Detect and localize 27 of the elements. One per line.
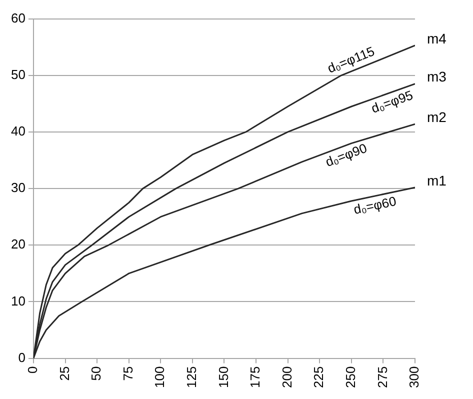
- x-tick-label: 50: [88, 366, 104, 381]
- series-label: m1: [427, 172, 447, 188]
- y-tick-label: 10: [10, 293, 26, 308]
- y-tick-label: 50: [10, 66, 26, 82]
- x-tick-label: 75: [120, 366, 136, 381]
- x-tick-label: 250: [342, 366, 358, 388]
- x-tick-label: 175: [248, 366, 263, 388]
- x-tick-label: 150: [216, 366, 231, 388]
- x-tick-label: 125: [184, 366, 200, 388]
- x-tick-label: 200: [279, 366, 294, 388]
- series-label: m3: [427, 68, 447, 85]
- annotation: d₀=φ60: [352, 193, 398, 218]
- annotation: d₀=φ90: [323, 140, 369, 170]
- y-tick-label: 60: [10, 10, 26, 26]
- x-tick-label: 25: [56, 366, 72, 381]
- x-tick-label: 300: [406, 366, 422, 388]
- x-tick-label: 225: [311, 366, 326, 388]
- x-tick-label: 100: [152, 366, 168, 388]
- y-tick-label: 20: [10, 236, 26, 252]
- series-label: m4: [427, 30, 447, 46]
- y-tick-label: 40: [10, 124, 26, 139]
- x-tick-label: 275: [374, 366, 390, 388]
- y-tick-label: 0: [18, 350, 26, 365]
- series-label: m2: [427, 108, 447, 125]
- y-tick-label: 30: [10, 180, 26, 196]
- annotation: d₀=φ95: [369, 87, 415, 116]
- x-tick-label: 0: [25, 366, 40, 374]
